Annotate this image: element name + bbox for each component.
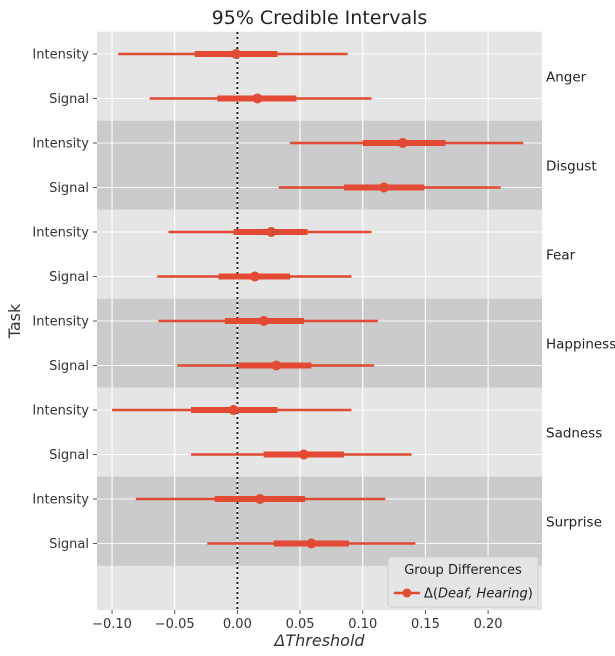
x-tick-label: −0.05 (155, 617, 195, 632)
chart-title: 95% Credible Intervals (212, 7, 428, 29)
group-label-happiness: Happiness (546, 336, 615, 352)
legend-box (387, 556, 539, 608)
group-labels: Anger Disgust Fear Happiness Sadness Surprise (546, 69, 615, 530)
interval-row-surprise-signal (207, 538, 416, 549)
mean-point (252, 93, 263, 104)
mean-point (271, 360, 282, 371)
mean-point (397, 138, 408, 148)
interval-row-anger-intensity (118, 49, 348, 59)
mean-point (306, 538, 317, 549)
group-band-happiness (97, 298, 542, 388)
interval-row-disgust-intensity (290, 138, 524, 148)
interval-row-anger-signal (149, 93, 372, 104)
y-tick-label: Intensity (32, 226, 89, 241)
group-label-fear: Fear (546, 247, 576, 263)
interval-row-sadness-signal (191, 449, 412, 460)
x-tick-label: 0.05 (286, 617, 315, 632)
x-tick-label: 0.00 (223, 617, 252, 632)
mean-point (298, 449, 309, 460)
y-tick-label: Intensity (32, 493, 89, 508)
y-tick-label: Intensity (32, 137, 89, 152)
group-label-surprise: Surprise (546, 514, 602, 530)
interval-marks (112, 49, 524, 549)
y-tick-label: Intensity (32, 315, 89, 330)
y-tick-label: Intensity (32, 48, 89, 63)
legend-swatch-marker (402, 588, 412, 598)
y-tick-label: Signal (49, 359, 89, 374)
x-axis-ticks: −0.10 −0.05 0.00 0.05 0.10 0.15 0.20 (92, 610, 503, 632)
mean-point (254, 494, 265, 504)
mean-point (231, 49, 242, 59)
interval-row-happiness-intensity (158, 316, 378, 326)
interval-row-happiness-signal (177, 360, 375, 371)
mean-point (379, 182, 390, 193)
y-tick-label: Signal (49, 448, 89, 463)
x-axis-label: ΔThreshold (272, 631, 365, 650)
legend-label-prefix: Δ( (424, 587, 438, 602)
group-label-sadness: Sadness (546, 425, 602, 441)
mean-point (266, 227, 277, 237)
legend-label-suffix: ) (528, 587, 533, 602)
y-tick-label: Signal (49, 181, 89, 196)
y-axis-ticks: Intensity Signal Intensity Signal Intensity S… (32, 48, 97, 552)
group-band-surprise (97, 476, 542, 566)
mean-point (258, 316, 269, 326)
interval-row-disgust-signal (278, 182, 501, 193)
y-tick-label: Intensity (32, 404, 89, 419)
x-tick-label: 0.15 (411, 617, 440, 632)
y-axis-label: Task (5, 303, 24, 339)
interval-row-sadness-intensity (112, 405, 352, 415)
interval-row-fear-signal (157, 271, 352, 282)
mean-point (228, 405, 239, 415)
mean-point (249, 271, 260, 282)
group-label-disgust: Disgust (546, 158, 597, 174)
x-tick-label: 0.20 (474, 617, 503, 632)
y-tick-label: Signal (49, 270, 89, 285)
group-band-anger (97, 31, 542, 121)
legend: Group Differences Δ(Deaf, Hearing) (387, 556, 539, 608)
legend-title: Group Differences (404, 563, 522, 578)
x-tick-label: 0.10 (348, 617, 377, 632)
x-tick-label: −0.10 (92, 617, 132, 632)
interval-row-surprise-intensity (135, 494, 386, 504)
group-band-disgust (97, 120, 542, 210)
legend-label: Δ(Deaf, Hearing) (424, 587, 533, 602)
y-tick-label: Signal (49, 537, 89, 552)
y-tick-label: Signal (49, 92, 89, 107)
interval-row-fear-intensity (168, 227, 372, 237)
group-band-sadness (97, 387, 542, 477)
legend-label-vars: Deaf, Hearing (438, 587, 528, 602)
group-label-anger: Anger (546, 69, 587, 85)
group-band-fear (97, 209, 542, 299)
